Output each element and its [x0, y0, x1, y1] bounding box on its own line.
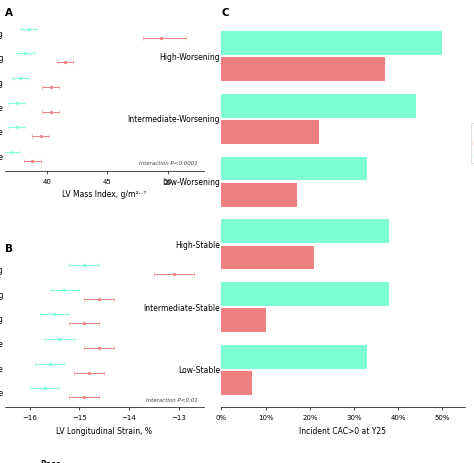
Legend: Women, Men: Women, Men [471, 123, 474, 163]
Bar [221, 308, 265, 332]
Bar [221, 371, 252, 395]
Bar [221, 219, 389, 243]
Text: Interaction P<0.01: Interaction P<0.01 [146, 398, 198, 403]
Bar [221, 57, 385, 81]
Bar [221, 345, 367, 369]
X-axis label: LV Longitudinal Strain, %: LV Longitudinal Strain, % [56, 426, 152, 436]
Bar [221, 94, 416, 118]
X-axis label: LV Mass Index, g/m²··⁷: LV Mass Index, g/m²··⁷ [62, 190, 146, 199]
X-axis label: Incident CAC>0 at Y25: Incident CAC>0 at Y25 [300, 426, 386, 436]
Bar [221, 156, 367, 181]
Bar [221, 282, 389, 306]
Bar [221, 245, 314, 269]
Bar [221, 120, 319, 144]
Legend: Black, White: Black, White [9, 457, 93, 463]
Bar [221, 31, 442, 55]
Text: A: A [5, 8, 13, 18]
Text: B: B [5, 244, 13, 254]
Text: C: C [221, 8, 229, 18]
Text: Interaction P<0.0001: Interaction P<0.0001 [139, 162, 198, 167]
Bar [221, 183, 297, 206]
